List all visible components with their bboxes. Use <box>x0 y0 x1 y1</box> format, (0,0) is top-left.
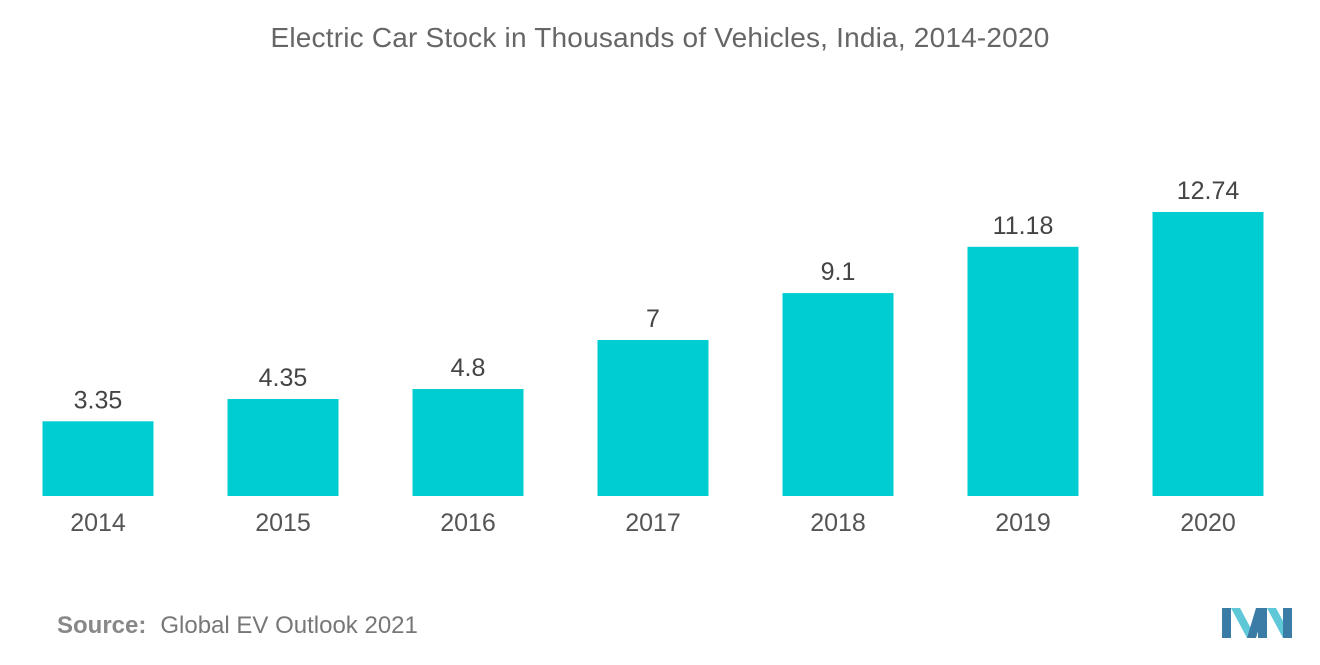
data-label-2019: 11.18 <box>993 212 1054 240</box>
x-tick-label-2018: 2018 <box>810 509 866 537</box>
data-label-2017: 7 <box>646 305 660 333</box>
brand-logo <box>1222 608 1292 638</box>
bar-2014 <box>42 421 154 496</box>
x-tick-label-2014: 2014 <box>70 509 126 537</box>
x-tick-labels-layer: 2014 2015 2016 2017 2018 2019 2020 <box>70 509 1236 537</box>
data-label-2020: 12.74 <box>1177 177 1240 205</box>
bar-2015 <box>227 399 339 496</box>
data-label-2014: 3.35 <box>74 386 123 414</box>
source-key: Source: <box>57 612 147 639</box>
data-label-2018: 9.1 <box>821 258 856 286</box>
value-labels-layer: 3.35 4.35 4.8 7 9.1 11.18 12.74 <box>74 177 1240 414</box>
chart-title: Electric Car Stock in Thousands of Vehic… <box>270 22 1050 53</box>
x-tick-label-2020: 2020 <box>1180 509 1236 537</box>
bar-2020 <box>1152 212 1264 496</box>
x-tick-label-2015: 2015 <box>255 509 311 537</box>
bar-2017 <box>597 340 709 496</box>
bar-2018 <box>782 293 894 496</box>
bars-layer <box>42 212 1264 496</box>
source-value: Global EV Outlook 2021 <box>160 612 418 639</box>
x-tick-label-2017: 2017 <box>625 509 681 537</box>
data-label-2015: 4.35 <box>259 364 308 392</box>
source-note: Source: Global EV Outlook 2021 <box>57 612 418 640</box>
bar-2019 <box>967 246 1079 496</box>
x-tick-label-2016: 2016 <box>440 509 496 537</box>
bar-2016 <box>412 389 524 496</box>
x-tick-label-2019: 2019 <box>995 509 1051 537</box>
data-label-2016: 4.8 <box>451 354 486 382</box>
